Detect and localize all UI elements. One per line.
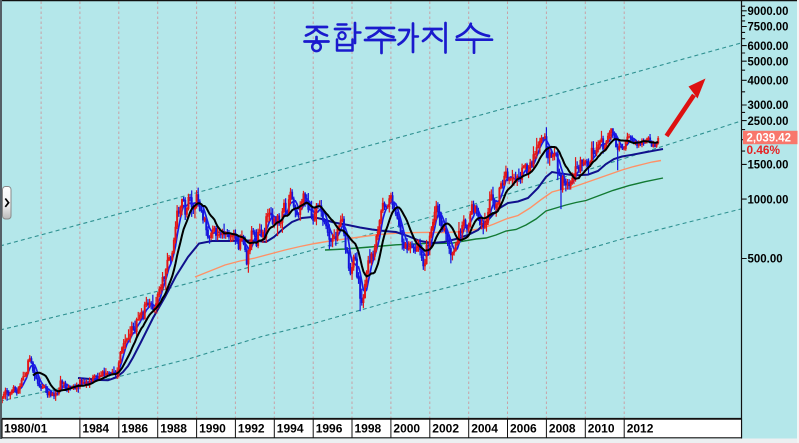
svg-text:0.46%: 0.46% bbox=[747, 143, 781, 157]
svg-text:1980/01: 1980/01 bbox=[4, 422, 48, 436]
svg-text:1000.00: 1000.00 bbox=[748, 192, 789, 206]
svg-text:1994: 1994 bbox=[277, 422, 304, 436]
svg-text:3000.00: 3000.00 bbox=[748, 98, 789, 112]
svg-text:2,039.42: 2,039.42 bbox=[747, 131, 792, 145]
svg-text:4000.00: 4000.00 bbox=[748, 74, 789, 88]
svg-text:2010: 2010 bbox=[588, 422, 615, 436]
svg-text:7500.00: 7500.00 bbox=[748, 20, 789, 34]
svg-text:1998: 1998 bbox=[355, 422, 382, 436]
svg-text:5000.00: 5000.00 bbox=[748, 54, 789, 68]
svg-text:1992: 1992 bbox=[238, 422, 265, 436]
svg-text:2002: 2002 bbox=[432, 422, 459, 436]
svg-text:1990: 1990 bbox=[199, 422, 226, 436]
svg-text:1984: 1984 bbox=[82, 422, 109, 436]
svg-text:2000: 2000 bbox=[393, 422, 420, 436]
svg-text:1500.00: 1500.00 bbox=[748, 158, 789, 172]
svg-text:1986: 1986 bbox=[121, 422, 148, 436]
svg-text:1996: 1996 bbox=[316, 422, 343, 436]
svg-text:500.00: 500.00 bbox=[748, 252, 783, 266]
svg-text:2004: 2004 bbox=[471, 422, 498, 436]
svg-text:2012: 2012 bbox=[627, 422, 654, 436]
svg-text:2500.00: 2500.00 bbox=[748, 114, 789, 128]
svg-text:9000.00: 9000.00 bbox=[748, 4, 789, 18]
svg-text:1988: 1988 bbox=[160, 422, 187, 436]
svg-text:2006: 2006 bbox=[510, 422, 537, 436]
svg-text:6000.00: 6000.00 bbox=[748, 39, 789, 53]
svg-text:2008: 2008 bbox=[549, 422, 576, 436]
